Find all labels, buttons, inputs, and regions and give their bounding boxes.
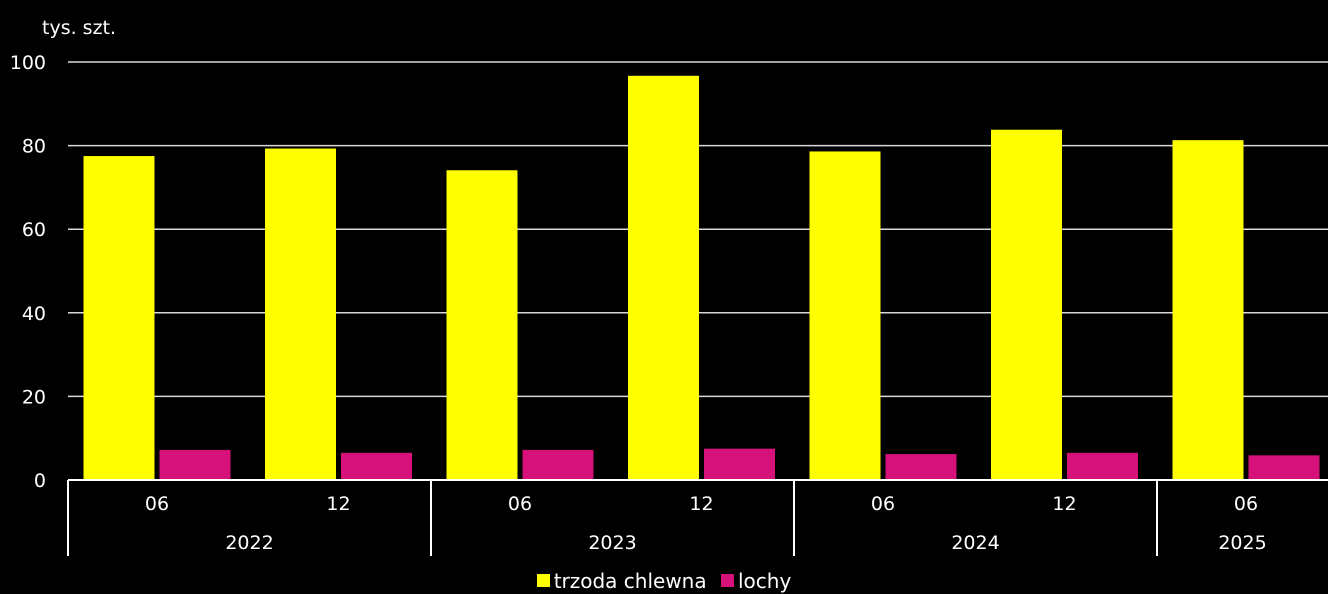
x-tick-label: 12 bbox=[326, 493, 350, 515]
bar-trzoda bbox=[1172, 140, 1244, 480]
bar-trzoda bbox=[809, 151, 881, 480]
legend-label-trzoda: trzoda chlewna bbox=[553, 568, 707, 593]
bar-lochy bbox=[885, 454, 957, 480]
x-group-label: 2024 bbox=[951, 532, 999, 554]
bar-lochy bbox=[522, 449, 594, 480]
bar-trzoda bbox=[628, 75, 699, 480]
bar-trzoda bbox=[446, 170, 518, 480]
bar-lochy bbox=[341, 452, 412, 480]
x-tick-label: 12 bbox=[689, 493, 713, 515]
bar-trzoda bbox=[991, 129, 1062, 480]
legend-swatch-lochy bbox=[720, 574, 734, 587]
y-tick-label: 20 bbox=[22, 386, 46, 408]
bar-lochy bbox=[704, 448, 775, 480]
y-tick-label: 60 bbox=[22, 219, 46, 241]
x-axis: 06 12 06 12 06 12 06 2022 2023 2024 2025 bbox=[67, 479, 1328, 556]
x-group-label: 2023 bbox=[588, 532, 636, 554]
y-tick-label: 100 bbox=[10, 52, 46, 74]
legend-label-lochy: lochy bbox=[737, 568, 792, 593]
legend-item-lochy: lochy bbox=[720, 568, 792, 594]
x-tick-label: 06 bbox=[508, 493, 532, 515]
y-tick-label: 80 bbox=[22, 136, 46, 158]
x-tick-label: 06 bbox=[871, 493, 895, 515]
bar-lochy bbox=[159, 449, 231, 480]
y-tick-label: 0 bbox=[34, 470, 46, 492]
y-tick-label: 40 bbox=[22, 303, 46, 325]
legend: trzoda chlewna lochy bbox=[0, 567, 1328, 594]
legend-item-trzoda: trzoda chlewna bbox=[536, 568, 707, 594]
legend-swatch-trzoda bbox=[536, 574, 550, 587]
bar-trzoda bbox=[265, 148, 336, 480]
bar-lochy bbox=[1067, 452, 1138, 480]
bars bbox=[83, 75, 1320, 481]
bar-lochy bbox=[1248, 455, 1320, 480]
bar-chart: tys. szt. 0 20 40 60 80 100 06 12 06 12 06 12 06 202… bbox=[10, 17, 1328, 556]
x-group-label: 2025 bbox=[1218, 532, 1266, 554]
x-tick-label: 12 bbox=[1052, 493, 1076, 515]
y-axis-title: tys. szt. bbox=[42, 17, 116, 39]
x-tick-label: 06 bbox=[145, 493, 169, 515]
bar-trzoda bbox=[83, 156, 155, 481]
x-group-label: 2022 bbox=[225, 532, 273, 554]
x-tick-label: 06 bbox=[1234, 493, 1258, 515]
